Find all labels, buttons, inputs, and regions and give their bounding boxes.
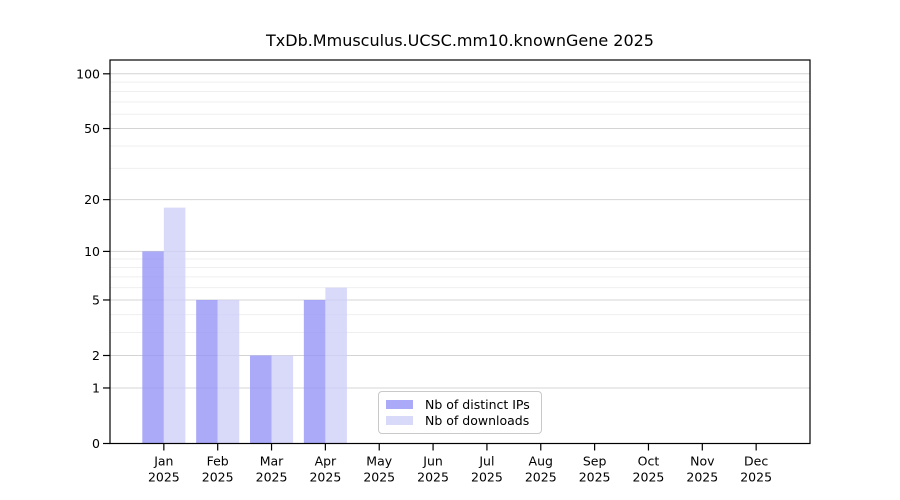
legend-label-downloads: Nb of downloads — [425, 413, 530, 429]
x-tick-label-month: Nov — [690, 454, 715, 469]
x-tick-label-year: 2025 — [309, 470, 341, 485]
x-tick-label-year: 2025 — [202, 470, 234, 485]
x-tick-label-month: May — [366, 454, 392, 469]
x-tick-label-month: Jan — [153, 454, 173, 469]
y-tick-label: 2 — [92, 348, 100, 363]
bar-apr-downloads — [325, 287, 347, 444]
x-tick-label-year: 2025 — [417, 470, 449, 485]
x-tick-label-month: Oct — [638, 454, 660, 469]
x-tick-label-year: 2025 — [148, 470, 180, 485]
legend-swatch-downloads — [386, 416, 413, 426]
legend-box: Nb of distinct IPs Nb of downloads — [378, 391, 542, 434]
bar-feb-distinct-ips — [196, 299, 218, 444]
y-tick-label: 50 — [84, 121, 100, 136]
chart-title: TxDb.Mmusculus.UCSC.mm10.knownGene 2025 — [266, 31, 654, 50]
legend-item-distinct-ips: Nb of distinct IPs — [386, 397, 537, 412]
x-tick-label-month: Feb — [207, 454, 229, 469]
legend-item-downloads: Nb of downloads — [386, 413, 537, 428]
x-tick-label-month: Mar — [260, 454, 284, 469]
legend-swatch-distinct-ips — [386, 399, 413, 409]
bar-jan-distinct-ips — [142, 251, 164, 444]
x-tick-label-year: 2025 — [740, 470, 772, 485]
x-tick-label-month: Jul — [478, 454, 494, 469]
x-tick-label-month: Dec — [744, 454, 768, 469]
y-tick-label: 5 — [92, 292, 100, 307]
legend-label-distinct-ips: Nb of distinct IPs — [425, 396, 530, 412]
y-tick-label: 1 — [92, 380, 100, 395]
bar-feb-downloads — [217, 299, 240, 444]
bar-mar-downloads — [271, 355, 294, 444]
y-tick-label: 100 — [76, 66, 100, 81]
x-tick-label-year: 2025 — [363, 470, 395, 485]
y-tick-label: 0 — [92, 436, 100, 451]
bar-apr-distinct-ips — [303, 299, 326, 444]
x-tick-label-month: Sep — [583, 454, 607, 469]
bar-mar-distinct-ips — [250, 355, 272, 444]
x-tick-label-year: 2025 — [633, 470, 665, 485]
x-tick-label-month: Jun — [422, 454, 443, 469]
y-tick-label: 10 — [84, 244, 100, 259]
y-tick-label: 20 — [84, 192, 100, 207]
bar-jan-downloads — [163, 207, 186, 444]
x-tick-label-year: 2025 — [256, 470, 288, 485]
x-tick-label-month: Aug — [529, 454, 553, 469]
x-tick-label-year: 2025 — [525, 470, 557, 485]
x-tick-label-month: Apr — [315, 454, 337, 469]
x-tick-label-year: 2025 — [579, 470, 611, 485]
x-tick-label-year: 2025 — [471, 470, 503, 485]
x-tick-label-year: 2025 — [686, 470, 718, 485]
